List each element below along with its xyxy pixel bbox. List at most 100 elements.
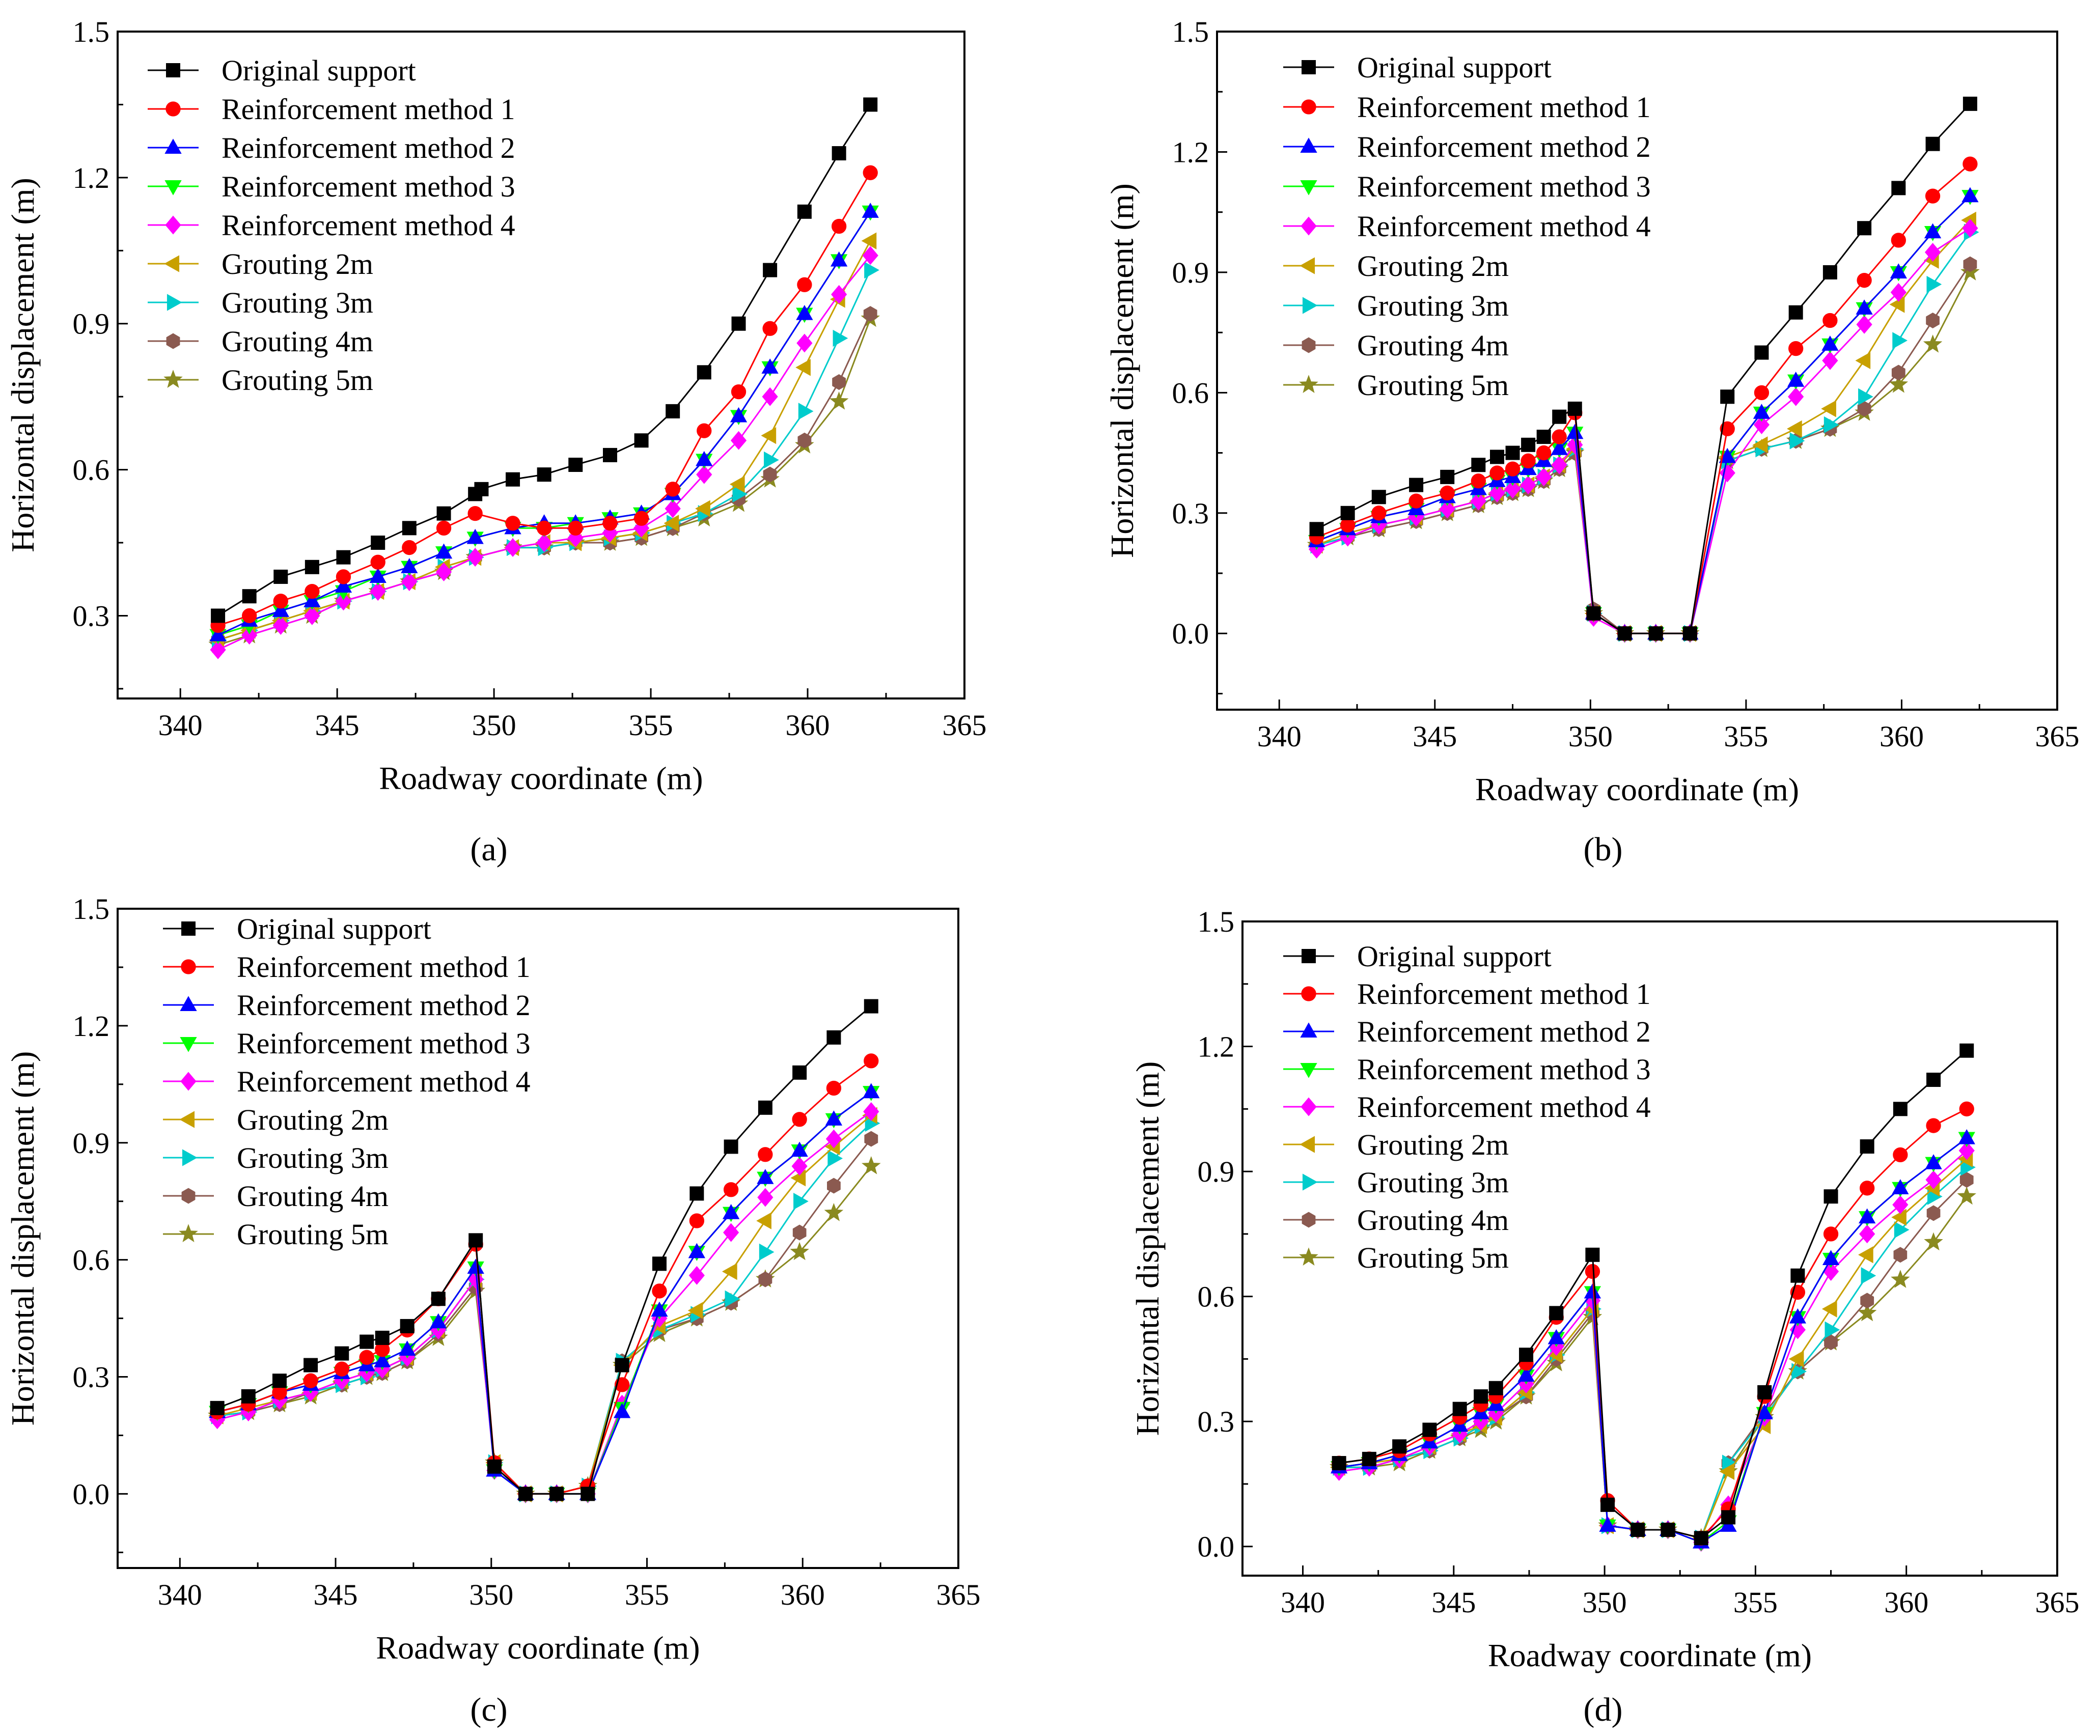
data-point bbox=[1821, 335, 1839, 351]
data-point bbox=[1409, 478, 1424, 492]
data-point bbox=[334, 1361, 349, 1377]
data-point bbox=[652, 1256, 667, 1271]
data-point bbox=[1521, 437, 1536, 452]
data-point bbox=[1889, 374, 1909, 393]
y-tick-label: 1.2 bbox=[73, 1010, 110, 1043]
data-point bbox=[272, 1374, 287, 1388]
chart-panel-c: 340 345 350 355 360 365 0.0 0.3 0.6 0.9 1.2 1.5 Road… bbox=[5, 892, 981, 1728]
series-line bbox=[217, 1060, 872, 1495]
data-point bbox=[1309, 522, 1324, 537]
data-point bbox=[603, 447, 618, 462]
data-point bbox=[827, 1178, 841, 1194]
data-point bbox=[864, 261, 879, 279]
data-point bbox=[1825, 1321, 1840, 1338]
data-point bbox=[1959, 1172, 1974, 1188]
data-point bbox=[664, 515, 679, 532]
data-point bbox=[1788, 305, 1803, 320]
data-point bbox=[360, 1334, 374, 1349]
data-point bbox=[1552, 429, 1567, 444]
data-point bbox=[1925, 188, 1941, 204]
data-point bbox=[1924, 223, 1942, 239]
legend-marker bbox=[164, 255, 180, 272]
data-point bbox=[797, 432, 812, 449]
chart-panel-b: 340 345 350 355 360 365 0.0 0.3 0.6 0.9 1.2 1.5 Road… bbox=[1104, 15, 2080, 868]
data-point bbox=[791, 1141, 808, 1157]
x-tick-label: 345 bbox=[314, 1578, 358, 1611]
legend-label: Grouting 3m bbox=[1357, 289, 1509, 322]
x-tick-label: 355 bbox=[1733, 1586, 1778, 1619]
series-line bbox=[1339, 1050, 1968, 1539]
data-point bbox=[1926, 313, 1940, 328]
data-point bbox=[1520, 475, 1536, 495]
data-point bbox=[241, 626, 258, 645]
legend-marker bbox=[1299, 375, 1318, 394]
data-point bbox=[1489, 483, 1505, 502]
data-point bbox=[402, 521, 417, 536]
data-point bbox=[1892, 1179, 1909, 1194]
y-tick-label: 0.6 bbox=[73, 454, 110, 487]
data-point bbox=[729, 475, 745, 493]
data-point bbox=[241, 1389, 256, 1404]
data-point bbox=[763, 263, 778, 277]
legend-marker bbox=[1302, 297, 1318, 314]
data-point bbox=[1488, 1381, 1503, 1395]
data-point bbox=[861, 232, 877, 249]
data-point bbox=[370, 582, 386, 601]
x-tick-label: 340 bbox=[158, 1578, 202, 1611]
data-point bbox=[831, 285, 847, 304]
data-point bbox=[369, 568, 386, 583]
legend-label: Grouting 3m bbox=[1357, 1166, 1509, 1199]
plot-frame bbox=[117, 908, 959, 1569]
data-point bbox=[1439, 499, 1455, 519]
data-point bbox=[1926, 1118, 1941, 1133]
data-point bbox=[697, 423, 712, 438]
data-point bbox=[210, 640, 226, 659]
data-point bbox=[1440, 485, 1455, 501]
data-point bbox=[431, 1292, 446, 1306]
x-tick-label: 350 bbox=[1568, 720, 1613, 753]
data-point bbox=[1719, 447, 1736, 463]
data-point bbox=[665, 482, 680, 497]
data-point bbox=[864, 1053, 879, 1069]
data-point bbox=[827, 1150, 843, 1167]
legend-marker bbox=[1300, 1022, 1317, 1038]
data-point bbox=[359, 1350, 374, 1365]
x-tick-label: 365 bbox=[2035, 1586, 2080, 1619]
data-point bbox=[1925, 1154, 1942, 1169]
data-point bbox=[1471, 473, 1486, 489]
data-point bbox=[862, 246, 878, 265]
series-line bbox=[217, 104, 871, 617]
legend-label: Reinforcement method 4 bbox=[1357, 1090, 1651, 1124]
legend-label: Original support bbox=[1357, 940, 1552, 973]
data-point bbox=[1926, 1073, 1941, 1087]
data-point bbox=[304, 606, 320, 625]
legend-label: Reinforcement method 1 bbox=[222, 93, 515, 126]
legend-label: Grouting 4m bbox=[1357, 1203, 1509, 1237]
data-point bbox=[467, 548, 483, 567]
data-point bbox=[336, 550, 351, 565]
data-point bbox=[1861, 1267, 1876, 1284]
legend-marker bbox=[1302, 1212, 1316, 1228]
data-point bbox=[1923, 334, 1943, 353]
data-point bbox=[1822, 351, 1838, 370]
data-point bbox=[335, 577, 352, 593]
data-point bbox=[1517, 1366, 1535, 1382]
y-tick-label: 1.5 bbox=[1172, 15, 1209, 48]
legend-label: Original support bbox=[222, 54, 416, 87]
data-point bbox=[602, 516, 618, 531]
data-point bbox=[689, 1213, 705, 1228]
data-point bbox=[759, 1243, 775, 1261]
data-point bbox=[1694, 1531, 1708, 1546]
data-point bbox=[1787, 372, 1805, 387]
legend-marker bbox=[1302, 60, 1316, 74]
y-tick-label: 0.3 bbox=[1198, 1405, 1235, 1438]
data-point bbox=[1617, 626, 1632, 641]
legend-label: Original support bbox=[1357, 51, 1552, 84]
x-tick-label: 340 bbox=[1281, 1586, 1325, 1619]
data-point bbox=[758, 1147, 773, 1162]
legend: Original support Reinforcement method 1 Re… bbox=[1283, 51, 1651, 402]
x-tick-label: 365 bbox=[943, 709, 987, 742]
data-point bbox=[1891, 365, 1905, 381]
data-point bbox=[1505, 445, 1520, 460]
x-tick-label: 340 bbox=[158, 709, 203, 742]
